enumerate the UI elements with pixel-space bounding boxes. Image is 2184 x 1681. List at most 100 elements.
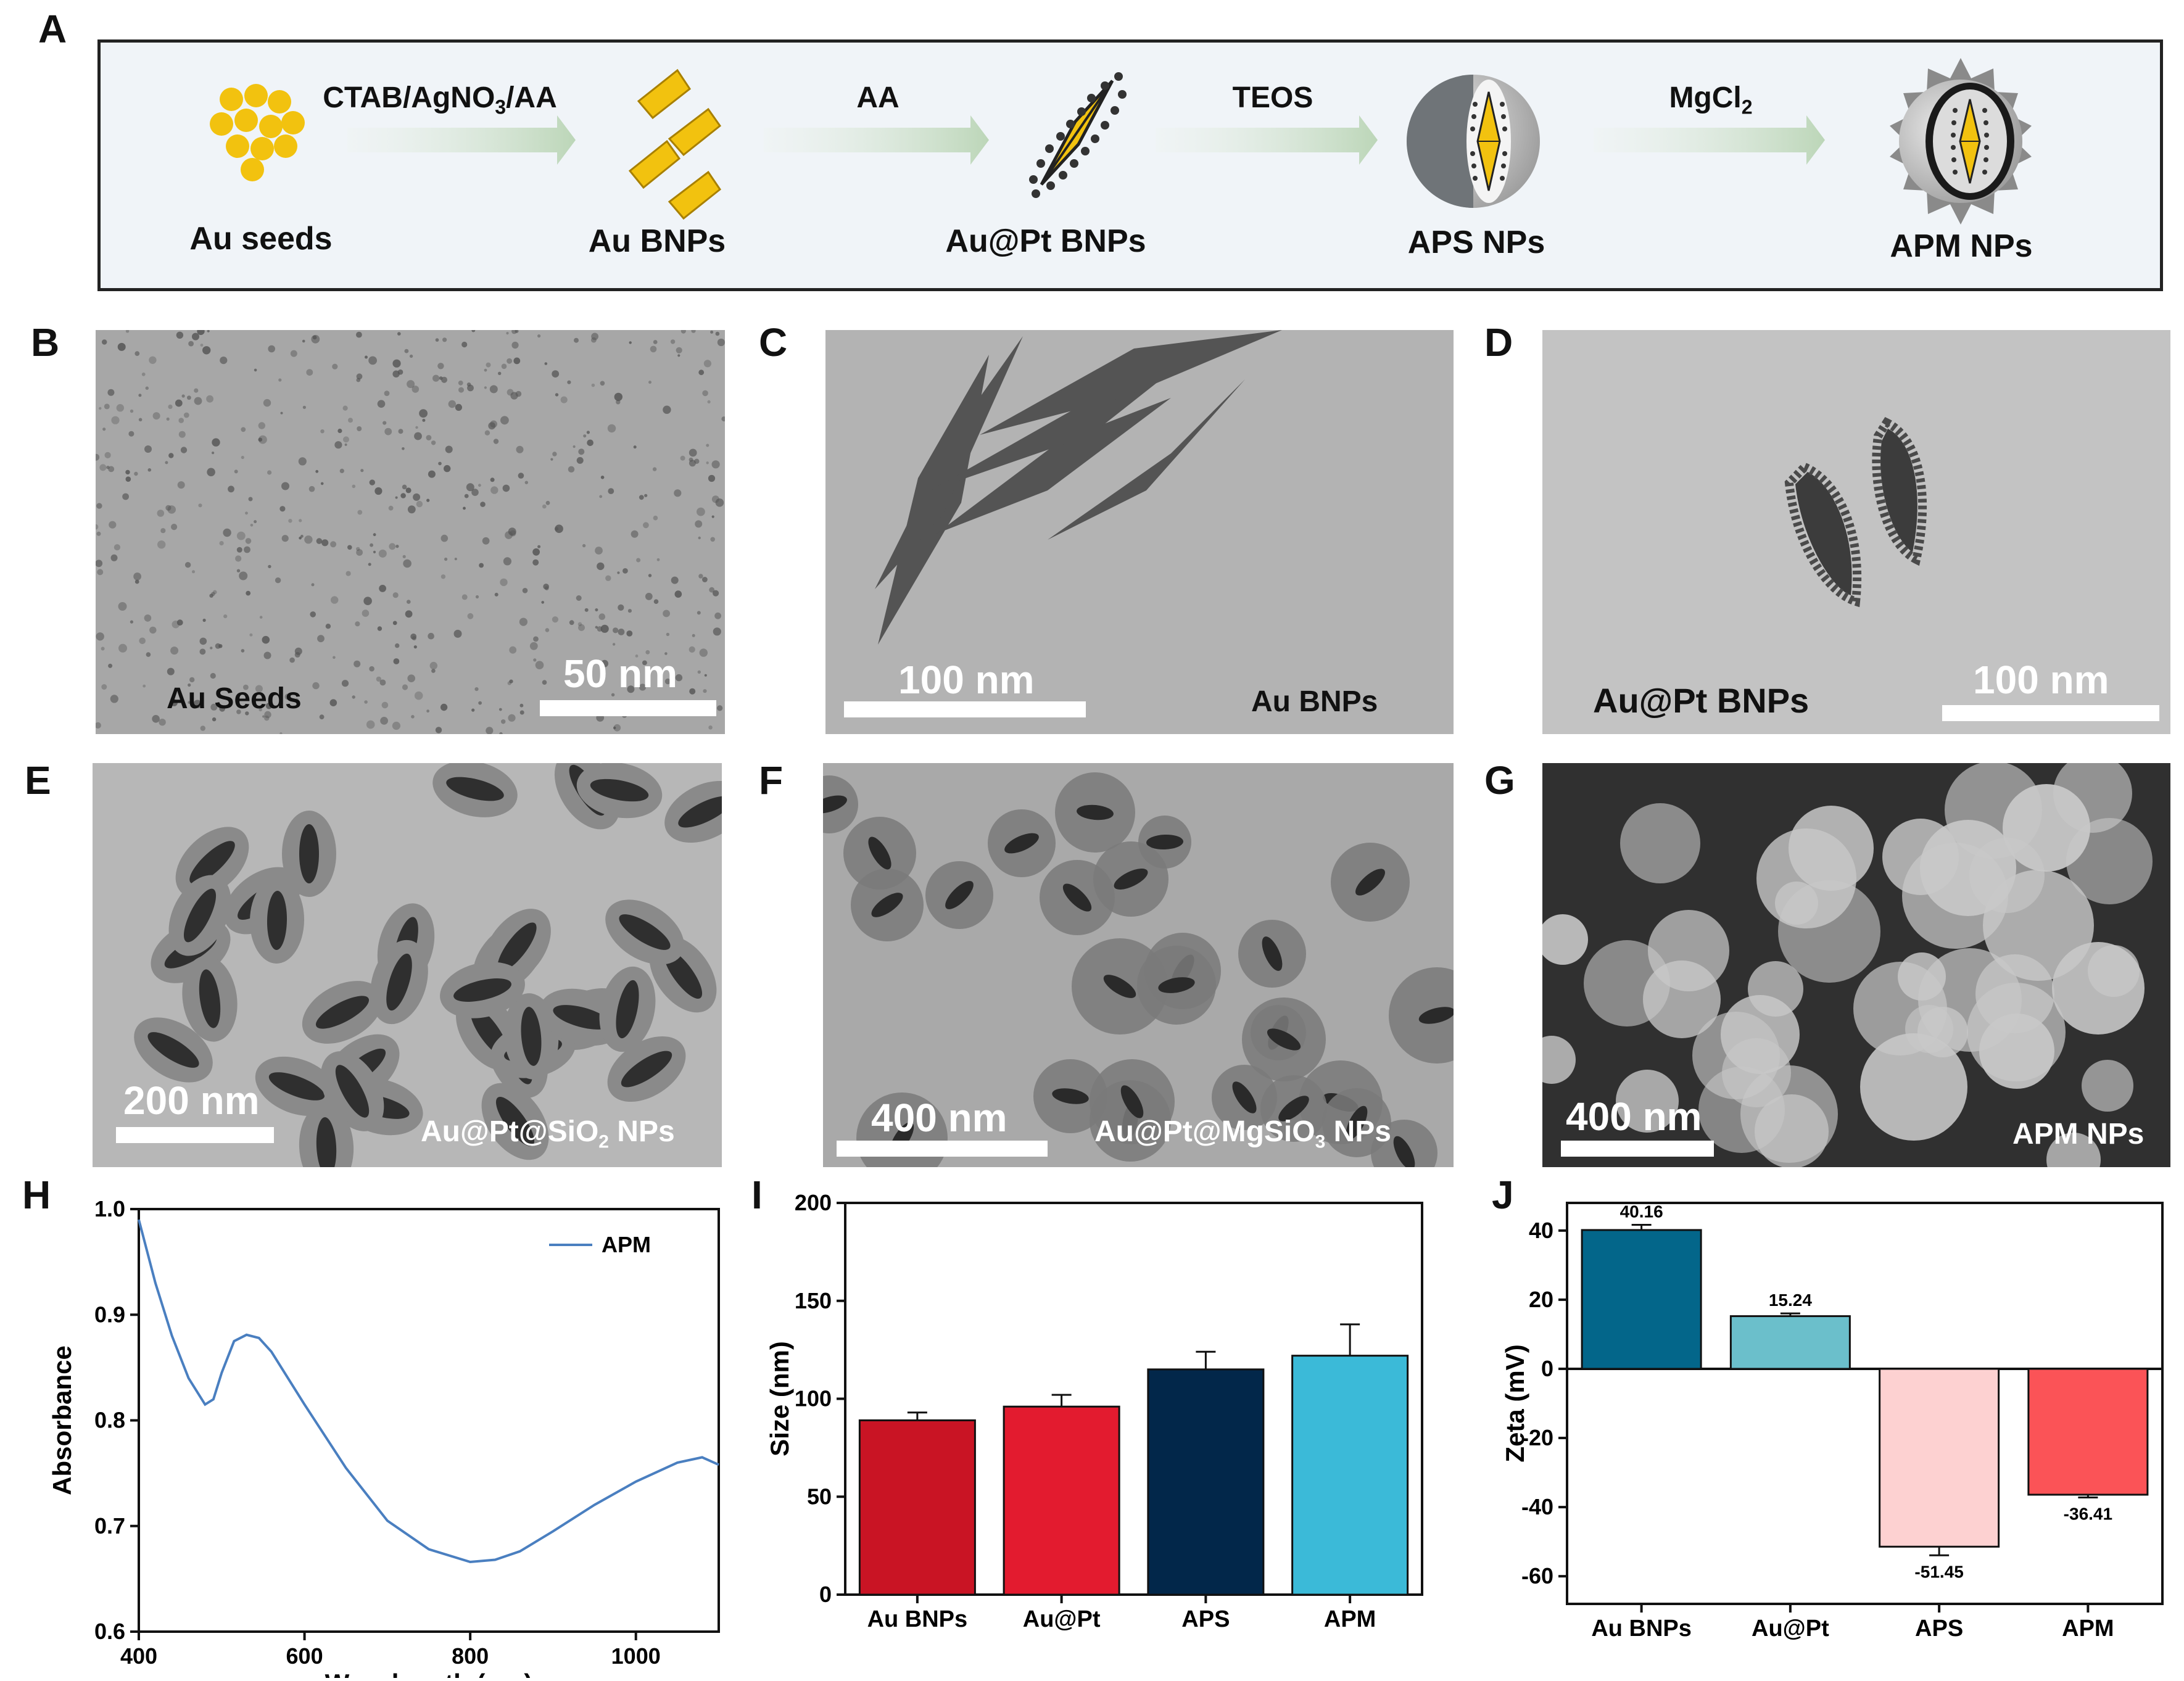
- x-tick-label: 600: [286, 1643, 323, 1669]
- caption-au-pt-bnps: Au@Pt BNPs: [1593, 681, 1810, 720]
- size-bar-plot: 0 50 100 150 200 Au BNPs Au@Pt APS APM Size (nm): [765, 1190, 1423, 1632]
- y-tick-label: 40: [1529, 1218, 1553, 1243]
- apm-clusters: [1542, 763, 2153, 1167]
- x-tick-label: APM: [2062, 1616, 2114, 1642]
- core-shell-particles: [134, 763, 722, 1167]
- panel-label-c: C: [759, 320, 788, 365]
- tem-image-au-bnps: Au BNPs 100 nm: [825, 330, 1454, 734]
- scale-label-f: 400 nm: [871, 1096, 1007, 1140]
- absorbance-plot: 0.6 0.7 0.8 0.9 1.0 400 600 800 1000 APM Wavelengt…: [48, 1196, 720, 1681]
- scale-bar-b: [540, 700, 716, 716]
- y-tick-label: -60: [1521, 1563, 1553, 1588]
- bar-au-bnps: [1581, 1229, 1702, 1370]
- bar-au-pt: [1003, 1405, 1120, 1596]
- bar-au-pt: [1729, 1315, 1851, 1370]
- panel-label-e: E: [25, 758, 51, 803]
- stage-label-au-seeds: Au seeds: [189, 221, 333, 257]
- scale-bar-g: [1561, 1141, 1714, 1157]
- caption-au-seeds: Au Seeds: [167, 682, 302, 715]
- caption-au-bnps: Au BNPs: [1251, 685, 1378, 718]
- panel-label-h: H: [22, 1173, 51, 1217]
- y-tick-label: 0.8: [94, 1408, 125, 1433]
- caption-au-pt-mgsio3: Au@Pt@MgSiO3 NPs: [1094, 1115, 1391, 1152]
- data-label: 15.24: [1769, 1291, 1812, 1310]
- stage-label-au-pt-bnps: Au@Pt BNPs: [945, 223, 1146, 259]
- bar-apm: [2027, 1368, 2149, 1496]
- chart-absorbance: 0.6 0.7 0.8 0.9 1.0 400 600 800 1000 APM Wavelengt…: [37, 1172, 734, 1681]
- bipyramid-particles: [875, 330, 1282, 645]
- y-tick-label: 200: [795, 1190, 832, 1215]
- tem-image-au-pt-bnps: Au@Pt BNPs 100 nm: [1542, 330, 2170, 734]
- x-axis-label: Wavelength (nm): [325, 1669, 533, 1678]
- x-tick-label: Au@Pt: [1752, 1616, 1829, 1642]
- scale-bar-c: [844, 701, 1086, 717]
- caption-au-pt-sio2: Au@Pt@SiO2 NPs: [421, 1115, 675, 1152]
- plot-frame: [1566, 1202, 2164, 1605]
- y-axis-label: Size (nm): [765, 1341, 794, 1456]
- data-label: -36.41: [2064, 1504, 2112, 1523]
- y-tick-label: 50: [807, 1484, 832, 1509]
- scale-label-e: 200 nm: [123, 1078, 260, 1123]
- bar-aps: [1879, 1368, 2000, 1548]
- au-bnps-icon: [628, 68, 722, 220]
- arrow-4: [1594, 115, 1825, 165]
- x-tick-label: Au BNPs: [1591, 1616, 1692, 1642]
- x-tick-label: 1000: [611, 1643, 661, 1669]
- panel-label-a: A: [38, 7, 67, 51]
- x-tick-label: APS: [1181, 1606, 1230, 1632]
- chart-zeta: -60 -40 -20 0 20 40 Au BNPs 40.16 Au@Pt 15.24 APS -…: [1493, 1172, 2178, 1678]
- scale-label-g: 400 nm: [1566, 1094, 1702, 1139]
- seed-particles: [96, 330, 725, 734]
- chart-size: 0 50 100 150 200 Au BNPs Au@Pt APS APM Size (nm): [753, 1172, 1456, 1678]
- au-pt-particles: [1784, 416, 1927, 608]
- arrow-1: [347, 115, 576, 165]
- scale-bar-d: [1942, 705, 2159, 721]
- panel-label-i: I: [751, 1173, 763, 1217]
- y-tick-label: -20: [1521, 1425, 1553, 1450]
- scale-bar-f: [837, 1141, 1048, 1157]
- tem-image-au-pt-sio2: Au@Pt@SiO2 NPs 200 nm: [93, 763, 722, 1167]
- y-tick-label: 0: [1541, 1356, 1553, 1381]
- scale-label-b: 50 nm: [563, 651, 677, 696]
- arrow-2: [764, 115, 989, 165]
- legend-label-apm: APM: [602, 1232, 651, 1257]
- x-tick-label: APS: [1915, 1616, 1963, 1642]
- arrow-3: [1156, 115, 1378, 165]
- tem-image-au-pt-mgsio3: Au@Pt@MgSiO3 NPs 400 nm: [823, 763, 1454, 1167]
- scale-bar-e: [116, 1127, 274, 1143]
- stage-label-aps-nps: APS NPs: [1407, 225, 1545, 260]
- y-tick-label: 20: [1529, 1287, 1553, 1312]
- zeta-bar-plot: -60 -40 -20 0 20 40 Au BNPs 40.16 Au@Pt 15.24 APS -…: [1500, 1202, 2164, 1642]
- au-pt-bnp-icon: [1029, 72, 1127, 198]
- synthesis-schematic: CTAB/AgNO3/AA AA TEOS MgCl2 Au seeds Au …: [97, 39, 2163, 291]
- y-tick-label: 1.0: [94, 1196, 125, 1221]
- panel-label-g: G: [1484, 758, 1515, 803]
- step-label-teos: TEOS: [1232, 81, 1313, 114]
- x-tick-label: Au@Pt: [1023, 1606, 1101, 1632]
- series-line-apm: [138, 1219, 719, 1564]
- stage-label-apm-nps: APM NPs: [1890, 228, 2033, 264]
- step-label-mgcl2: MgCl2: [1669, 81, 1753, 118]
- panel-label-d: D: [1484, 320, 1513, 365]
- aps-np-icon: [1407, 75, 1540, 208]
- bar-apm: [1291, 1355, 1409, 1596]
- data-label: 40.16: [1620, 1202, 1663, 1221]
- y-tick-label: -40: [1521, 1494, 1553, 1519]
- schematic-drawing: [210, 58, 2032, 225]
- y-tick-label: 0: [819, 1582, 832, 1607]
- step-label-ctab: CTAB/AgNO3/AA: [323, 81, 557, 118]
- y-tick-label: 0.9: [94, 1302, 125, 1327]
- scale-label-c: 100 nm: [898, 658, 1035, 702]
- au-seeds-icon: [210, 84, 305, 181]
- panel-label-f: F: [759, 758, 784, 803]
- plot-frame: [138, 1208, 720, 1633]
- panel-label-j: J: [1492, 1173, 1514, 1217]
- y-tick-label: 150: [795, 1288, 832, 1313]
- flower-particles: [823, 772, 1454, 1167]
- y-axis-label: Absorbance: [48, 1345, 77, 1495]
- y-axis-label: Zeta (mV): [1500, 1344, 1529, 1462]
- x-tick-label: Au BNPs: [867, 1606, 968, 1632]
- y-tick-label: 0.7: [94, 1513, 125, 1539]
- bar-aps: [1147, 1368, 1265, 1596]
- y-tick-label: 0.6: [94, 1619, 125, 1644]
